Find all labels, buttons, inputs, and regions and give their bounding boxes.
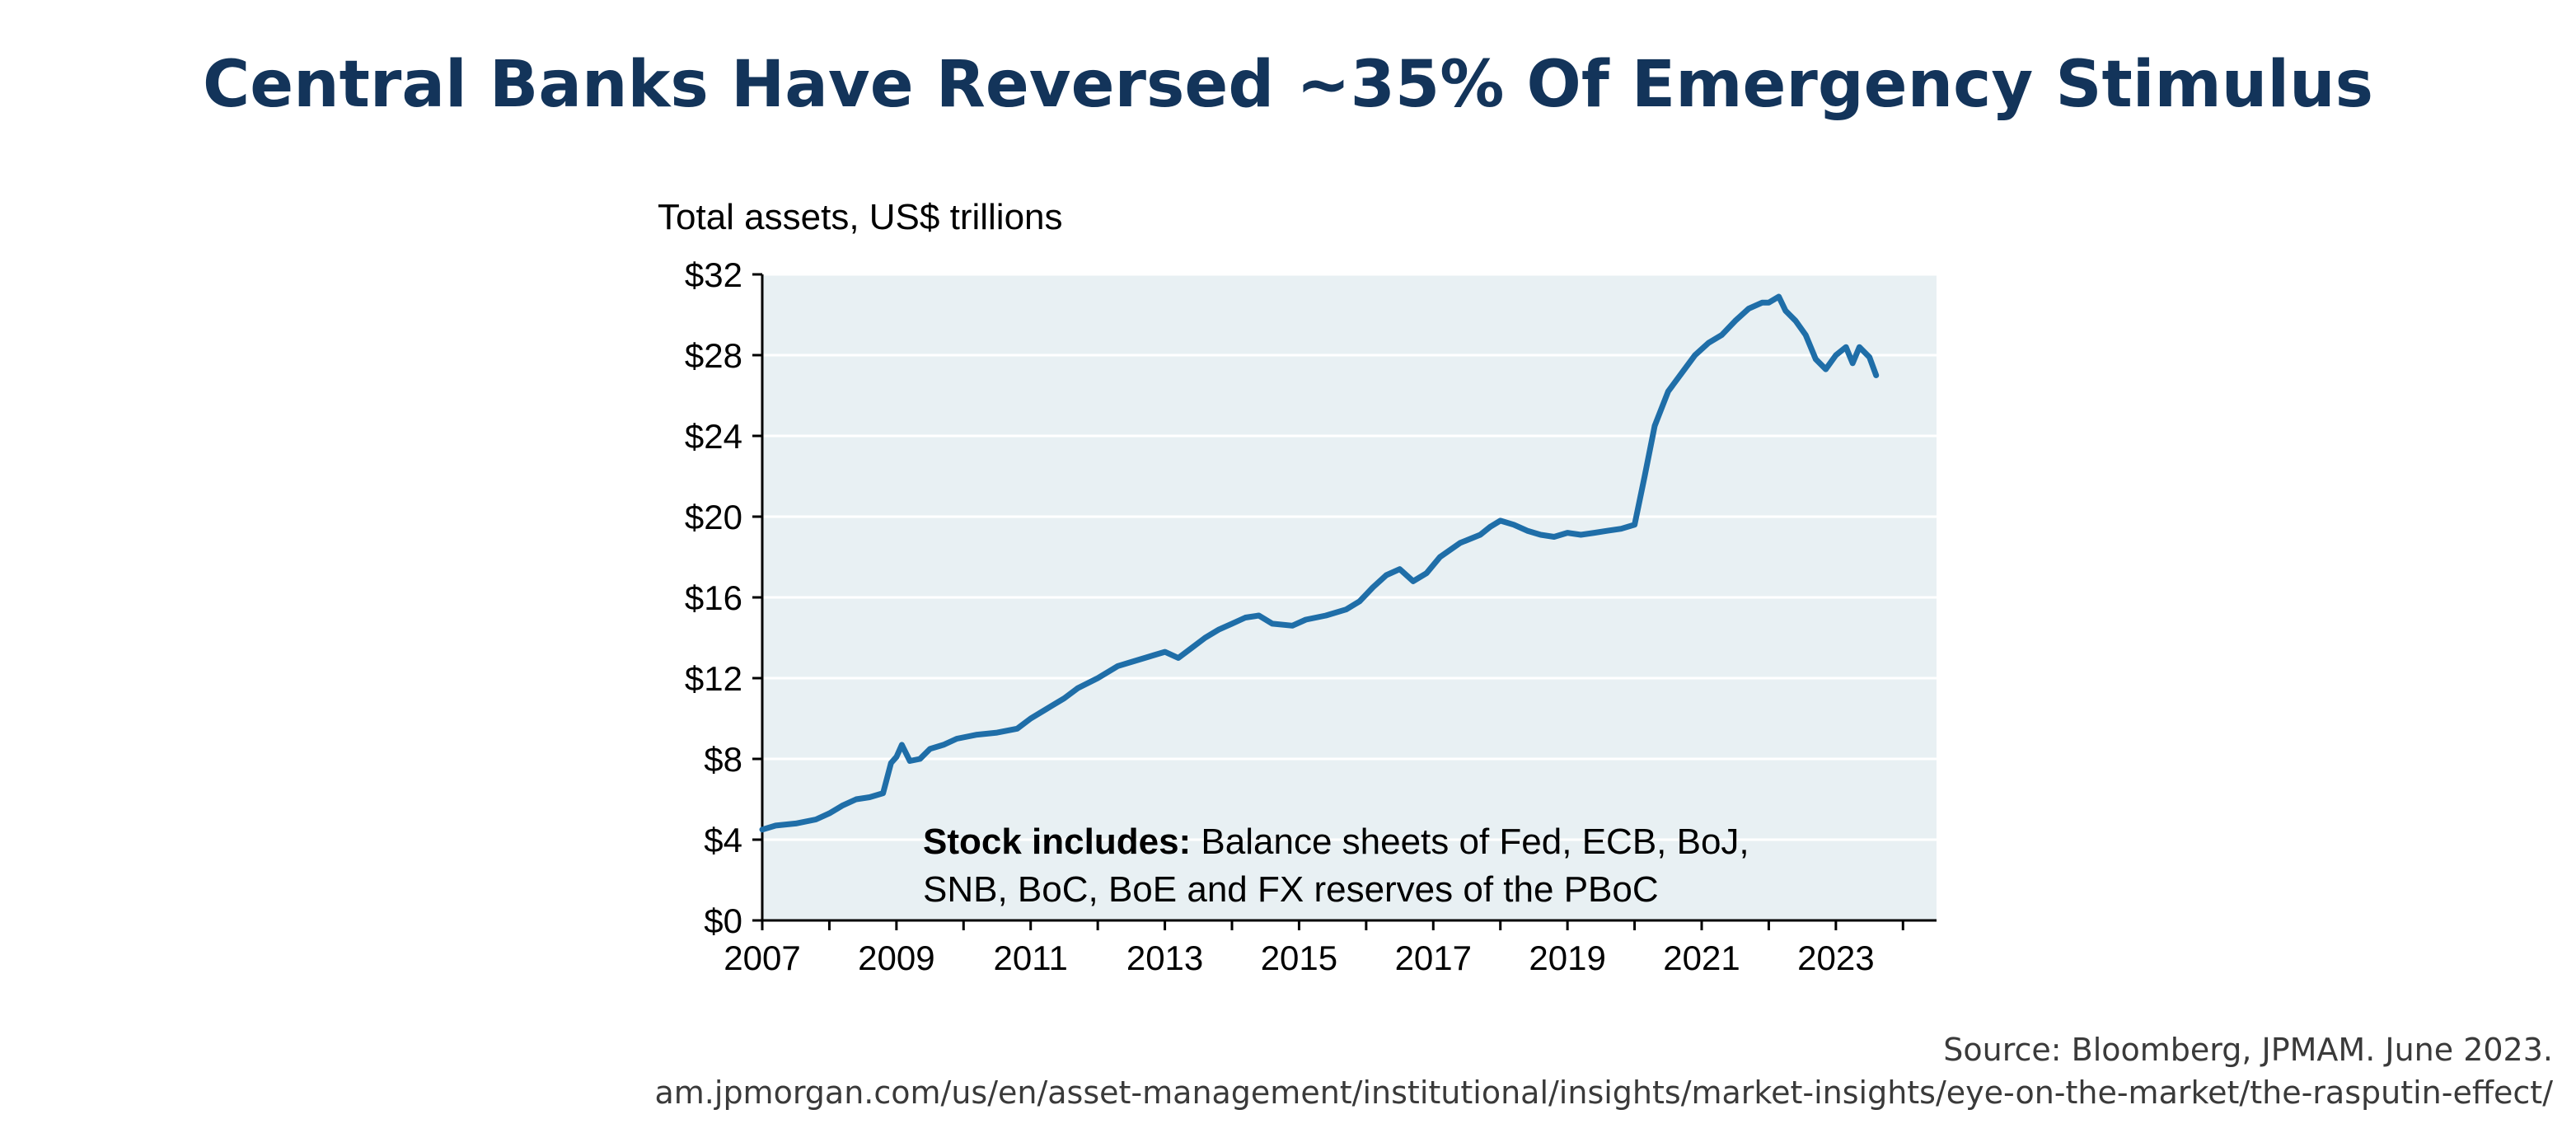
x-tick-label: 2023 bbox=[1797, 939, 1874, 977]
x-tick-label: 2021 bbox=[1663, 939, 1740, 977]
x-tick-label: 2011 bbox=[994, 939, 1068, 977]
x-tick-label: 2009 bbox=[858, 939, 934, 977]
x-tick-label: 2013 bbox=[1126, 939, 1203, 977]
y-tick-label: $20 bbox=[685, 498, 742, 536]
y-tick-label: $28 bbox=[685, 336, 742, 375]
annotation-line-2: SNB, BoC, BoE and FX reserves of the PBo… bbox=[923, 869, 1659, 910]
y-tick-label: $12 bbox=[685, 659, 742, 698]
x-tick-label: 2007 bbox=[724, 939, 800, 977]
annotation-bold: Stock includes: bbox=[923, 822, 1191, 862]
annotation-text-1: Balance sheets of Fed, ECB, BoJ, bbox=[1191, 822, 1749, 862]
source-url: am.jpmorgan.com/us/en/asset-management/i… bbox=[654, 1074, 2554, 1111]
x-tick-label: 2015 bbox=[1261, 939, 1337, 977]
y-axis-label: Total assets, US$ trillions bbox=[658, 197, 1063, 237]
x-tick-label: 2017 bbox=[1395, 939, 1472, 977]
y-tick-label: $8 bbox=[704, 740, 742, 779]
annotation-line-1: Stock includes: Balance sheets of Fed, E… bbox=[923, 822, 1749, 862]
series-line bbox=[759, 293, 1880, 833]
y-tick-label: $32 bbox=[685, 255, 742, 294]
y-tick-label: $24 bbox=[685, 417, 742, 456]
plot-area: $0 $4 $8 $12 $16 $20 $24 $28 $32 2007 2009 2011 2013… bbox=[685, 255, 1937, 977]
source-note: Source: Bloomberg, JPMAM. June 2023. bbox=[1943, 1032, 2553, 1068]
y-tick-label: $16 bbox=[685, 578, 742, 617]
page-title: Central Banks Have Reversed ~35% Of Emer… bbox=[202, 48, 2374, 122]
x-tick-label: 2019 bbox=[1529, 939, 1605, 977]
y-tick-label: $0 bbox=[704, 901, 742, 940]
y-tick-label: $4 bbox=[704, 821, 742, 859]
